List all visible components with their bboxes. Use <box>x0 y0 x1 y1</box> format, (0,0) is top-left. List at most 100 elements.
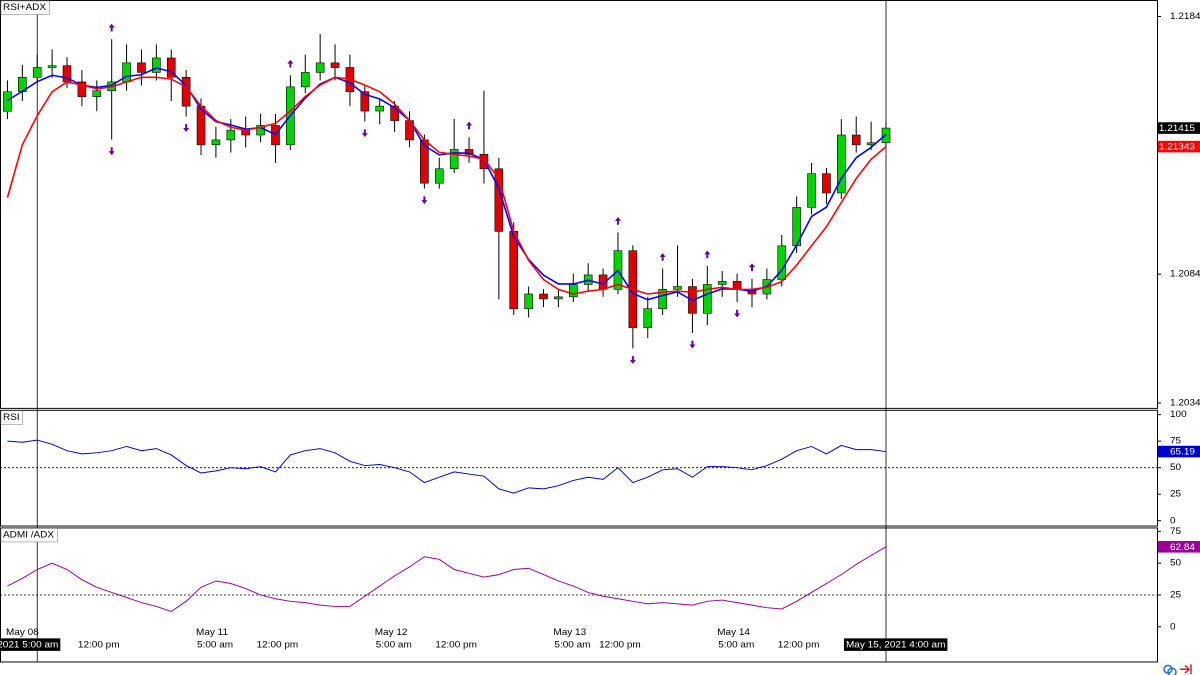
y-tick-label: 1.20348 <box>1170 398 1200 409</box>
value-label-box <box>1158 541 1200 553</box>
fractal-up <box>108 23 115 32</box>
x-date-label: May 13 <box>553 627 586 638</box>
sync-icon-2 <box>1167 667 1177 675</box>
fractal-down <box>734 309 741 318</box>
panel-title-box <box>0 0 50 15</box>
candle-body <box>851 134 861 146</box>
x-tick-label: May 15, 2021 4:00 am <box>846 640 945 651</box>
candle-body <box>479 154 489 170</box>
candle-body <box>554 296 563 300</box>
candle-body <box>137 62 146 73</box>
candle-body <box>390 105 399 121</box>
candle-body <box>807 173 816 208</box>
x-tick-label: 12:00 pm <box>435 640 477 651</box>
y-tick-label: 0 <box>1170 621 1176 632</box>
y-tick-label: 50 <box>1170 462 1182 473</box>
fractal-up <box>748 263 755 272</box>
candle-body <box>360 91 370 112</box>
x-tick-label: 12:00 pm <box>599 640 641 651</box>
fractal-up <box>614 216 621 225</box>
panel-title-box <box>0 528 58 543</box>
indicator-line <box>7 546 887 613</box>
panel-title: RSI <box>3 412 20 423</box>
fractal-down <box>629 356 636 364</box>
y-tick-label: 100 <box>1170 409 1187 420</box>
candle-body <box>509 231 519 309</box>
x-date-label: May 14 <box>717 627 750 638</box>
x-tick-label: 12:00 pm <box>78 640 120 651</box>
fractal-up <box>659 253 666 261</box>
panel-title-box <box>0 410 23 425</box>
x-tick-label: 5:00 am <box>197 640 233 651</box>
candle-body <box>658 289 667 309</box>
value-label-box <box>1158 122 1200 134</box>
candle-body <box>464 149 474 155</box>
fractal-down <box>108 147 115 156</box>
y-tick-label: 0 <box>1170 515 1176 526</box>
fractal-down <box>183 124 190 132</box>
panel-frame <box>0 0 1158 409</box>
x-tick-label: 12:00 pm <box>778 640 820 651</box>
indicator-line <box>7 439 887 494</box>
fractal-down <box>421 196 428 205</box>
candle-body <box>92 90 102 97</box>
candle-body <box>300 72 310 88</box>
candle-body <box>375 105 385 112</box>
value-label: 1.21415 <box>1159 123 1196 134</box>
candle-body <box>3 91 12 112</box>
toolbar-icons[interactable] <box>1163 664 1192 675</box>
candle-body <box>47 65 57 68</box>
candle-body <box>166 57 176 78</box>
candle-body <box>822 173 831 194</box>
indicator-line <box>6 76 887 295</box>
y-tick-label: 50 <box>1170 558 1182 569</box>
fractal-down <box>361 129 368 138</box>
candle-body <box>539 293 548 300</box>
value-label: 65.19 <box>1170 447 1195 458</box>
panel-title: ADMI /ADX <box>3 530 55 541</box>
candle-body <box>122 62 131 83</box>
x-date-label: May 12 <box>375 627 408 638</box>
x-date-label: May 11 <box>196 627 228 638</box>
candle-body <box>524 293 533 309</box>
candle-body <box>717 281 727 285</box>
value-label-box <box>1158 140 1200 153</box>
candle-body <box>673 286 682 290</box>
x-tick-label: 2021 5:00 am <box>0 640 58 651</box>
candle-body <box>732 281 742 290</box>
candle-body <box>449 149 459 170</box>
fractal-down <box>689 340 696 349</box>
candle-body <box>568 284 578 298</box>
x-tick-label: 5:00 am <box>376 640 412 651</box>
candle-body <box>77 81 87 97</box>
value-label: 62.84 <box>1170 542 1196 553</box>
candle-body <box>434 168 444 184</box>
x-crosshair-box <box>0 638 61 651</box>
y-tick-label: 25 <box>1170 590 1182 601</box>
y-tick-label: 1.21848 <box>1170 11 1200 22</box>
candle-body <box>837 134 846 194</box>
candle-body <box>643 308 653 329</box>
y-tick-label: 75 <box>1170 436 1182 447</box>
value-label-box <box>1158 445 1200 458</box>
y-tick-label: 1.20848 <box>1170 269 1200 280</box>
fractal-up <box>466 121 473 130</box>
fractal-up <box>287 59 294 68</box>
fractal-up <box>704 250 711 259</box>
candle-body <box>315 62 325 73</box>
value-label: 1.21343 <box>1159 142 1196 153</box>
scroll-icon[interactable] <box>1180 664 1192 675</box>
y-tick-label: 75 <box>1170 526 1182 537</box>
x-tick-label: 12:00 pm <box>257 640 299 651</box>
candle-body <box>330 62 340 68</box>
candle-body <box>211 139 221 146</box>
panel-title: RSI+ADX <box>3 2 46 13</box>
x-date-label: May 08 <box>6 627 39 638</box>
x-crosshair-box <box>844 638 948 651</box>
candle-body <box>226 129 236 141</box>
candle-body <box>152 57 161 73</box>
y-tick-label: 25 <box>1170 489 1182 500</box>
